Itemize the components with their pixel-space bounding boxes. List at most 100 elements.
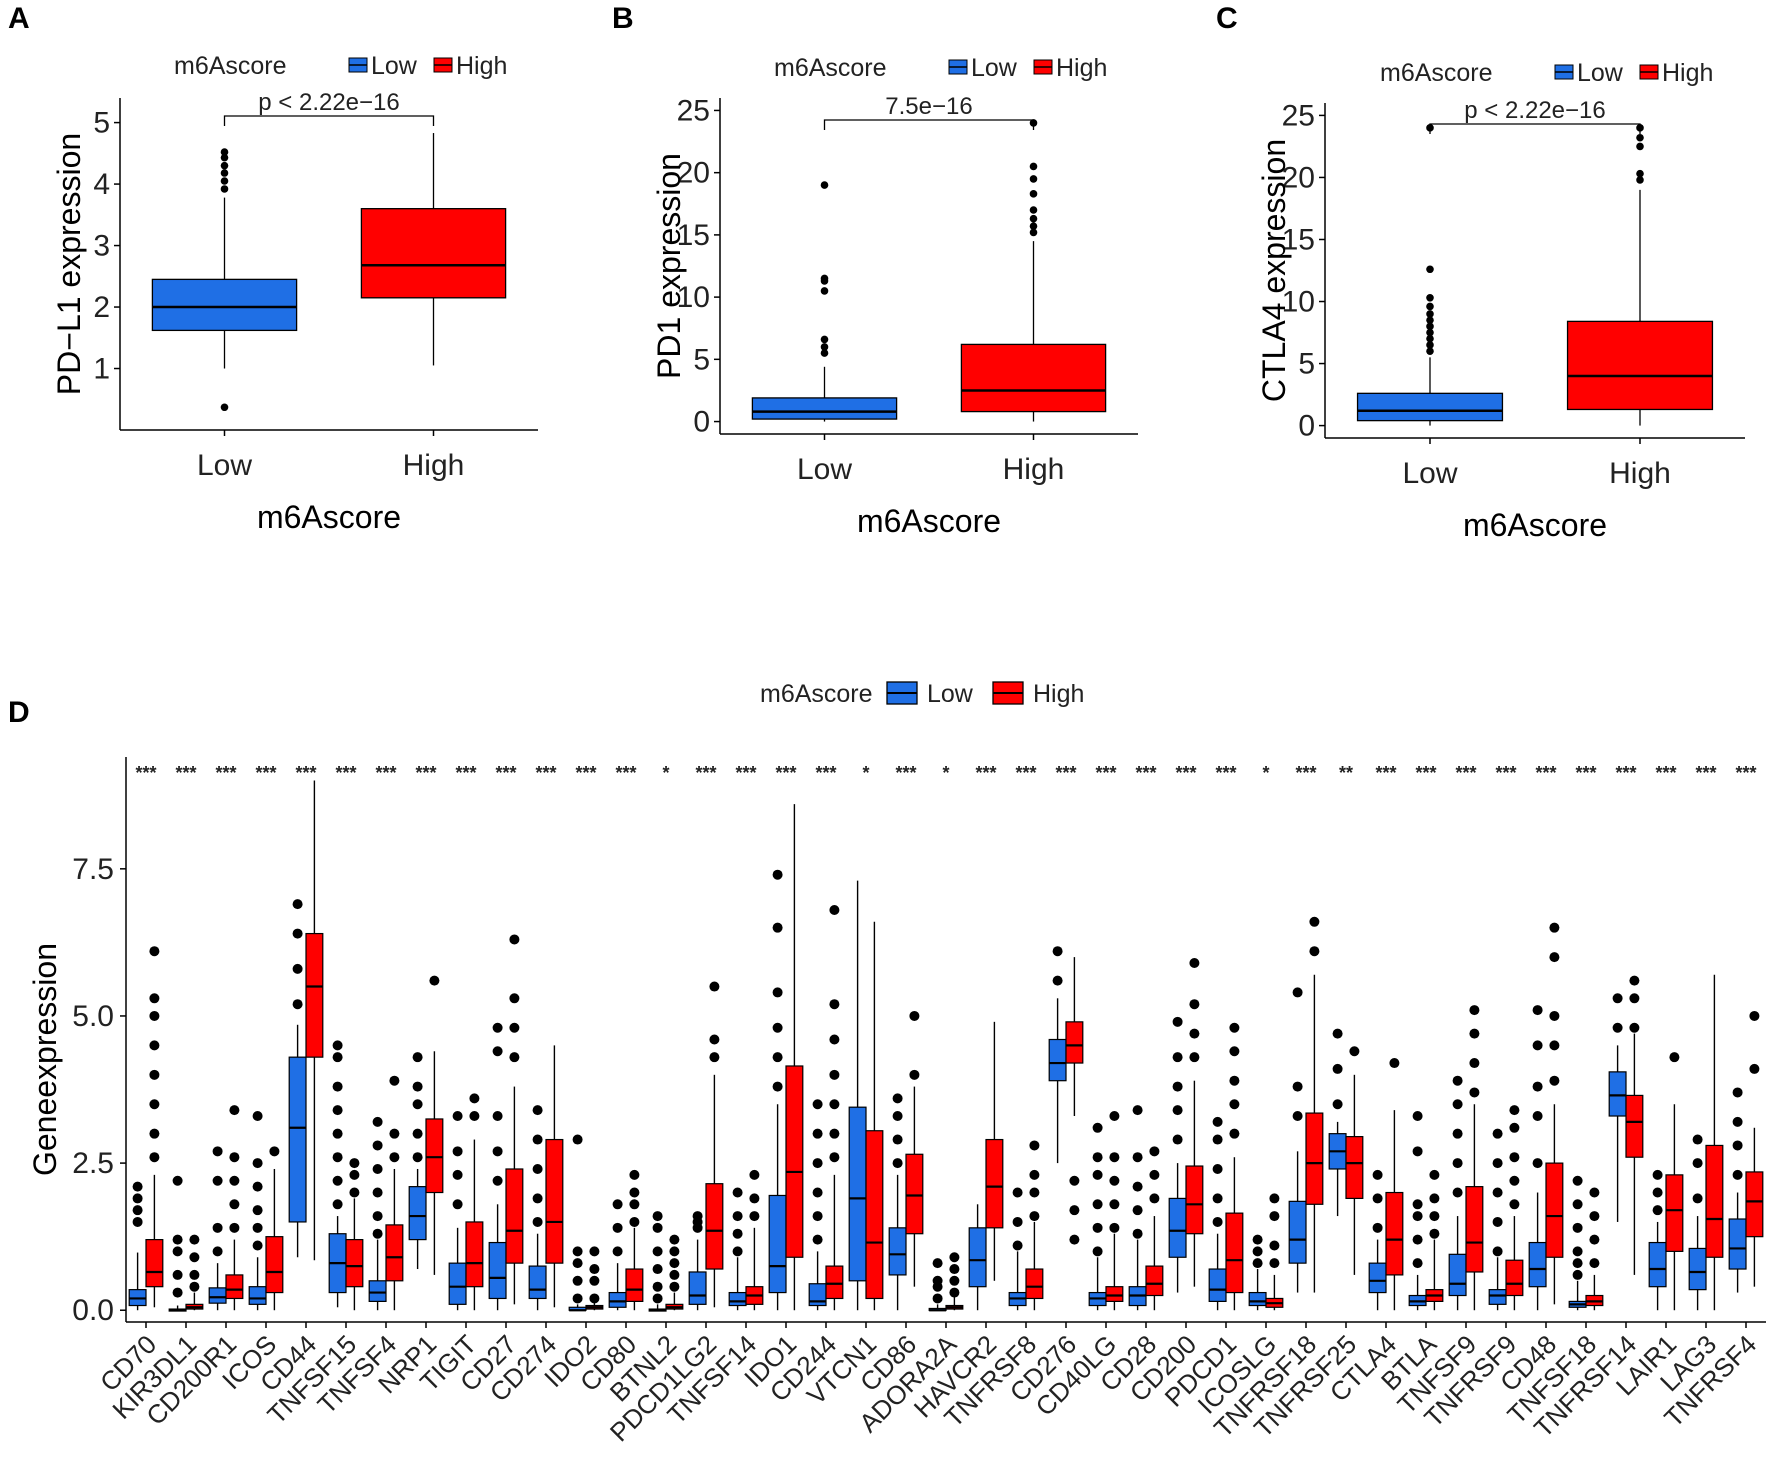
panel-c-y-axis-title: CTLA4 expression: [1256, 139, 1292, 402]
panel-d-outlier-high: [1189, 999, 1200, 1010]
panel-d-outlier-low: [812, 1158, 823, 1169]
panel-d-outlier-high: [1549, 1075, 1560, 1086]
panel-d-outlier-low: [1132, 1205, 1143, 1216]
panel-b-y-tick-label: 5: [693, 343, 710, 376]
panel-d-box-low: [448, 1262, 467, 1305]
panel-d-significance: ***: [1655, 763, 1676, 783]
panel-d-outlier-high: [749, 1193, 760, 1204]
panel-d-outlier-high: [749, 1211, 760, 1222]
panel-d-box-high: [1545, 1162, 1564, 1258]
panel-d-outlier-low: [212, 1222, 223, 1233]
panel-d-significance: ***: [135, 763, 156, 783]
panel-d-outlier-low: [1692, 1158, 1703, 1169]
panel-d-outlier-low: [1212, 1163, 1223, 1174]
panel-d-box-high: [705, 1183, 724, 1270]
panel-a-legend-low-label: Low: [371, 52, 418, 80]
panel-d-outlier-low: [1652, 1169, 1663, 1180]
panel-d-outlier-low: [452, 1146, 463, 1157]
panel-d-outlier-low: [1012, 1187, 1023, 1198]
panel-d-outlier-low: [772, 987, 783, 998]
panel-d-significance: ***: [1295, 763, 1316, 783]
panel-d-outlier-low: [332, 1105, 343, 1116]
panel-d-outlier-low: [1052, 946, 1063, 957]
panel-d-outlier-low: [612, 1199, 623, 1210]
panel-a-box-high: [360, 208, 507, 299]
panel-d-significance: ***: [735, 763, 756, 783]
panel-d-outlier-high: [349, 1158, 360, 1169]
panel-d-significance: ***: [1695, 763, 1716, 783]
panel-d-outlier-low: [212, 1246, 223, 1257]
panel-d-outlier-high: [509, 1052, 520, 1063]
panel-d-outlier-low: [1572, 1222, 1583, 1233]
panel-d-outlier-high: [389, 1152, 400, 1163]
panel-d-outlier-high: [1309, 916, 1320, 927]
panel-d-outlier-low: [332, 1152, 343, 1163]
panel-d-outlier-high: [229, 1175, 240, 1186]
panel-d-box-low: [528, 1265, 547, 1300]
panel-d-outlier-low: [1132, 1105, 1143, 1116]
panel-d-significance: ***: [575, 763, 596, 783]
panel-d-outlier-high: [1189, 1028, 1200, 1039]
panel-d-box-high: [825, 1265, 844, 1300]
panel-d-outlier-low: [1572, 1258, 1583, 1269]
panel-label-c: C: [1216, 2, 1238, 35]
panel-b-outlier-high: [1029, 190, 1038, 198]
panel-b-outlier-high: [1029, 162, 1038, 171]
panel-d-box-low: [1688, 1247, 1707, 1291]
panel-d-significance: ***: [1015, 763, 1036, 783]
panel-b-box-low: [751, 397, 898, 420]
panel-d-box-low: [248, 1286, 267, 1305]
panel-d-outlier-low: [372, 1211, 383, 1222]
panel-d-outlier-high: [1269, 1258, 1280, 1269]
panel-d-outlier-low: [1532, 1005, 1543, 1016]
panel-b-x-tick-label-high: High: [1003, 453, 1065, 486]
panel-d-outlier-low: [1452, 1158, 1463, 1169]
panel-d-outlier-high: [949, 1275, 960, 1286]
panel-d-outlier-low: [1292, 987, 1303, 998]
panel-d-outlier-high: [149, 993, 160, 1004]
panel-d-outlier-high: [949, 1264, 960, 1275]
panel-d-outlier-low: [1532, 1111, 1543, 1122]
panel-b-outlier-low: [820, 335, 829, 344]
panel-d-outlier-high: [1469, 1028, 1480, 1039]
panel-d-outlier-high: [709, 981, 720, 992]
panel-d-box-low: [1048, 1038, 1067, 1082]
panel-d-outlier-low: [1412, 1199, 1423, 1210]
panel-d-outlier-low: [1412, 1211, 1423, 1222]
panel-d-outlier-low: [292, 899, 303, 910]
panel-c-outlier-high: [1636, 176, 1644, 184]
panel-c-outlier-low: [1426, 316, 1434, 324]
panel-d-box-low: [1168, 1197, 1187, 1258]
panel-d-outlier-high: [349, 1169, 360, 1180]
panel-a-x-tick-label-high: High: [403, 449, 465, 482]
panel-d-outlier-high: [829, 905, 840, 916]
panel-d-box-low: [888, 1227, 907, 1276]
panel-d-outlier-high: [1509, 1152, 1520, 1163]
panel-d-outlier-low: [1012, 1216, 1023, 1227]
panel-b-x-axis-title: m6Ascore: [857, 503, 1001, 539]
panel-d-outlier-high: [1549, 952, 1560, 963]
panel-b-y-tick-label: 15: [677, 219, 710, 252]
panel-c-outlier-low: [1426, 302, 1434, 311]
panel-d-outlier-low: [812, 1187, 823, 1198]
panel-d-outlier-low: [1212, 1216, 1223, 1227]
panel-d-outlier-high: [589, 1293, 600, 1304]
panel-c-p-bracket: [1429, 123, 1641, 134]
panel-d-outlier-high: [1589, 1258, 1600, 1269]
panel-a-x-tick-label-low: Low: [197, 449, 252, 482]
panel-d-significance: ***: [1175, 763, 1196, 783]
panel-d-outlier-low: [412, 1081, 423, 1092]
panel-d-outlier-low: [1492, 1187, 1503, 1198]
panel-d-outlier-low: [1372, 1193, 1383, 1204]
panel-d-outlier-low: [572, 1258, 583, 1269]
panel-a-y-tick-label: 1: [93, 353, 110, 386]
panel-c-outlier-low: [1426, 347, 1434, 355]
panel-a-box-low: [151, 278, 298, 332]
panel-d-outlier-low: [1092, 1222, 1103, 1233]
panel-d-outlier-high: [149, 1010, 160, 1021]
panel-a-p-value: p < 2.22e−16: [258, 89, 399, 116]
panel-d-outlier-high: [1469, 1058, 1480, 1069]
